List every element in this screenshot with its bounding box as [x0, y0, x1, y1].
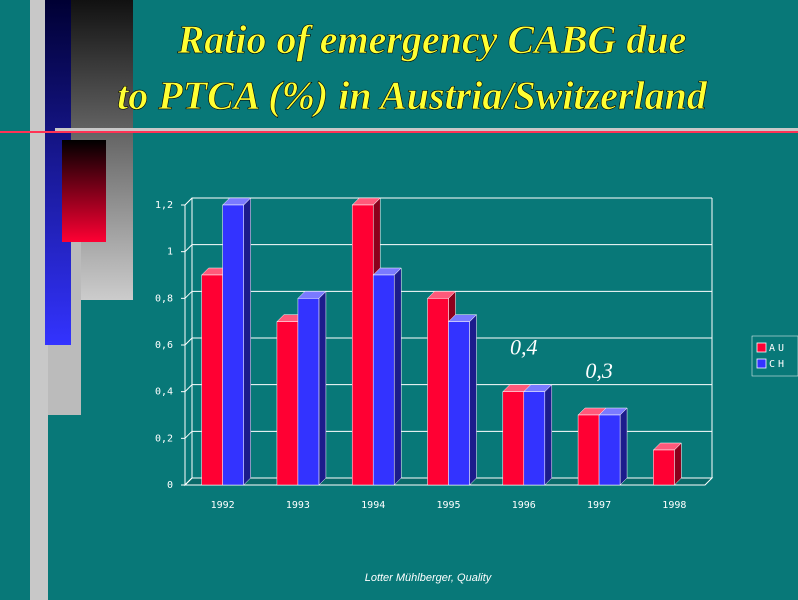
title-line: to PTCA (%) in Austria/Switzerland	[117, 73, 708, 118]
bar	[577, 414, 600, 486]
bar	[351, 204, 374, 486]
footer: Lotter Mühlberger, Quality	[365, 572, 493, 584]
bar-side	[393, 267, 402, 486]
bar	[372, 274, 395, 486]
legend-box	[751, 335, 798, 377]
bar	[502, 391, 525, 486]
y-tick-label: 1	[167, 247, 173, 258]
bar-side	[243, 197, 251, 486]
bar	[598, 414, 621, 486]
x-tick-label: 1996	[512, 500, 536, 511]
legend-label: CH	[769, 359, 787, 370]
y-tick-label: 0,6	[155, 340, 173, 351]
x-tick-label: 1992	[211, 500, 235, 511]
bar	[222, 204, 244, 486]
bar	[448, 321, 470, 486]
divider	[0, 131, 798, 133]
x-tick-label: 1995	[436, 500, 460, 511]
x-tick-label: 1997	[587, 500, 611, 511]
y-tick-label: 0,4	[155, 387, 173, 398]
bar	[201, 274, 223, 486]
bar	[653, 449, 675, 486]
title-line: Ratio of emergency CABG due	[177, 17, 687, 62]
grid-line	[184, 290, 712, 299]
legend-swatch	[756, 342, 767, 353]
grid-line	[184, 337, 712, 346]
y-tick-label: 1,2	[155, 200, 173, 211]
bar	[276, 321, 299, 486]
x-tick-label: 1998	[662, 500, 686, 511]
bar-side	[469, 314, 477, 486]
grid-line	[184, 244, 712, 253]
annotation: 0,4	[510, 335, 538, 360]
divider	[55, 128, 798, 133]
legend-swatch	[756, 358, 767, 369]
decor-stripe	[30, 0, 48, 600]
y-tick-label: 0,8	[155, 293, 173, 304]
x-tick-label: 1993	[286, 500, 310, 511]
y-tick-label: 0	[167, 480, 173, 491]
y-tick-label: 0,2	[155, 433, 173, 444]
bar	[523, 391, 546, 486]
grid-line	[184, 197, 712, 206]
bar-side	[544, 384, 553, 486]
annotation: 0,3	[585, 358, 613, 383]
bar-side	[318, 290, 327, 486]
bar	[297, 298, 320, 486]
bar	[427, 298, 449, 486]
bar-side	[619, 407, 628, 486]
legend-label: AU	[769, 343, 787, 354]
decor-block	[62, 140, 106, 242]
x-tick-label: 1994	[361, 500, 385, 511]
